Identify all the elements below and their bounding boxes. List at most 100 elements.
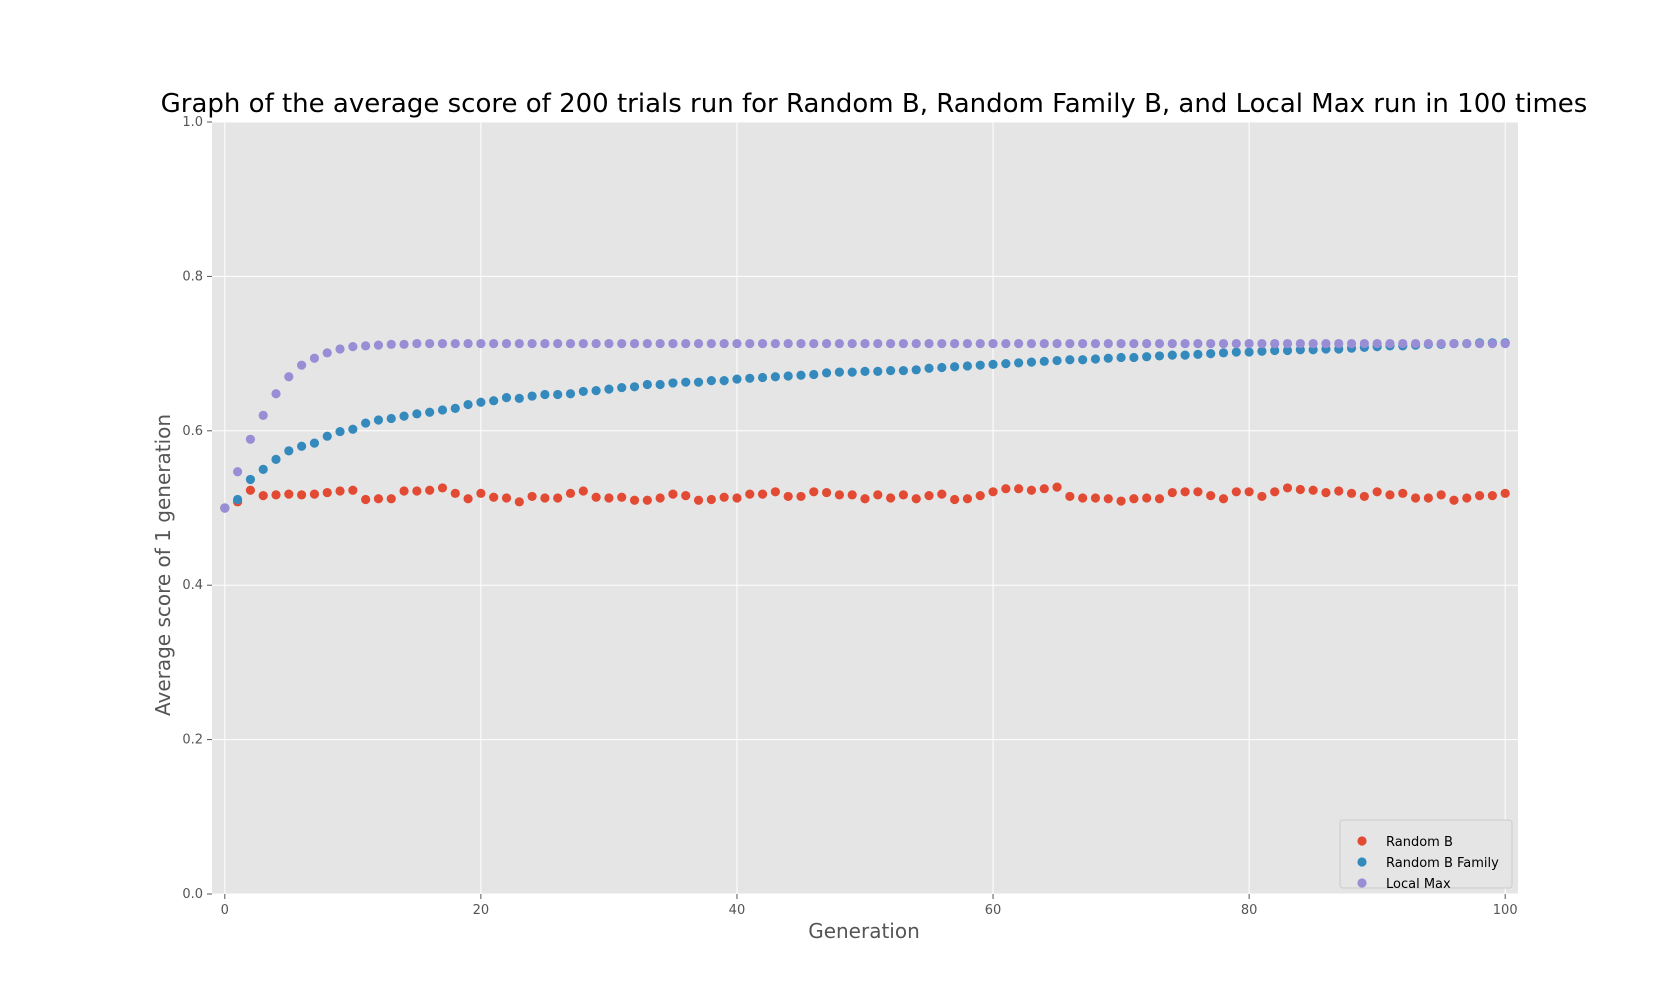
- data-point: [988, 338, 998, 349]
- data-point: [873, 366, 883, 376]
- data-point: [233, 494, 243, 505]
- data-point: [898, 338, 909, 349]
- data-point: [1129, 352, 1139, 363]
- data-point: [412, 486, 422, 496]
- data-point: [668, 338, 678, 349]
- data-point: [437, 483, 448, 493]
- data-point: [809, 369, 819, 380]
- data-point: [988, 359, 998, 370]
- data-point: [1295, 484, 1305, 495]
- data-point: [373, 415, 384, 425]
- data-point: [1116, 496, 1126, 506]
- data-point: [834, 490, 844, 500]
- data-point: [1090, 354, 1101, 364]
- data-point: [873, 338, 883, 349]
- data-point: [386, 339, 396, 349]
- data-point: [821, 338, 832, 349]
- data-point: [757, 338, 768, 349]
- data-point: [450, 338, 460, 349]
- data-point: [437, 405, 448, 415]
- data-point: [757, 489, 768, 499]
- data-point: [924, 491, 934, 501]
- data-point: [860, 494, 870, 504]
- data-point: [463, 338, 473, 349]
- data-point: [425, 407, 435, 417]
- data-point: [476, 338, 486, 349]
- data-point: [668, 378, 678, 388]
- data-point: [1142, 493, 1152, 503]
- data-point: [361, 341, 371, 351]
- data-point: [1487, 338, 1497, 349]
- data-point: [911, 494, 921, 504]
- data-point: [604, 493, 614, 503]
- data-point: [284, 446, 294, 456]
- data-point: [271, 389, 281, 399]
- data-point: [501, 393, 512, 403]
- data-point: [1244, 338, 1254, 349]
- x-tick-label: 20: [473, 903, 490, 918]
- data-point: [642, 495, 652, 505]
- data-point: [1346, 338, 1357, 349]
- data-point: [1206, 349, 1216, 359]
- data-point: [732, 338, 742, 349]
- data-point: [834, 338, 844, 349]
- data-point: [425, 485, 435, 495]
- legend-label: Local Max: [1386, 877, 1451, 892]
- data-point: [437, 338, 448, 349]
- data-point: [1001, 484, 1011, 494]
- data-point: [950, 494, 960, 505]
- data-point: [1257, 338, 1267, 349]
- data-point: [1436, 490, 1446, 500]
- data-point: [386, 413, 396, 424]
- data-point: [1231, 347, 1241, 357]
- data-point: [1410, 493, 1421, 503]
- data-point: [1014, 358, 1024, 368]
- data-point: [489, 338, 499, 349]
- data-point: [617, 492, 627, 502]
- data-point: [297, 490, 307, 500]
- data-point: [834, 367, 844, 377]
- data-point: [309, 489, 320, 499]
- data-point: [950, 338, 960, 349]
- data-point: [1090, 493, 1101, 503]
- data-point: [924, 338, 934, 349]
- data-point: [1014, 338, 1024, 349]
- y-tick-label: 0.2: [182, 733, 203, 748]
- data-point: [1346, 488, 1357, 498]
- legend: Random B Random B Family Local Max: [1339, 819, 1513, 892]
- data-point: [1026, 357, 1037, 367]
- data-point: [1295, 338, 1305, 349]
- data-point: [783, 371, 793, 381]
- data-point: [591, 338, 601, 349]
- data-point: [1334, 338, 1344, 349]
- data-point: [1270, 338, 1280, 349]
- data-point: [719, 338, 729, 349]
- data-point: [1116, 352, 1126, 363]
- data-point: [911, 338, 921, 349]
- data-point: [693, 495, 704, 505]
- data-point: [1423, 493, 1433, 503]
- data-point: [399, 411, 409, 421]
- data-point: [553, 389, 563, 400]
- data-point: [681, 377, 691, 387]
- data-point: [450, 488, 460, 498]
- data-point: [553, 493, 563, 503]
- x-tick-label: 0: [221, 903, 229, 918]
- data-point: [1423, 338, 1433, 349]
- data-point: [1359, 491, 1369, 502]
- data-point: [873, 490, 883, 500]
- data-point: [245, 434, 256, 444]
- data-point: [1116, 338, 1126, 349]
- data-point: [1193, 487, 1203, 497]
- legend-label: Random B: [1386, 835, 1453, 850]
- data-point: [796, 370, 806, 380]
- data-point: [655, 338, 665, 349]
- data-point: [911, 365, 921, 375]
- data-point: [617, 382, 627, 393]
- data-point: [642, 338, 652, 349]
- x-tick-label: 100: [1493, 903, 1518, 918]
- series-2: [220, 338, 1510, 513]
- data-point: [322, 487, 332, 498]
- data-point: [770, 372, 780, 382]
- data-point: [706, 494, 716, 505]
